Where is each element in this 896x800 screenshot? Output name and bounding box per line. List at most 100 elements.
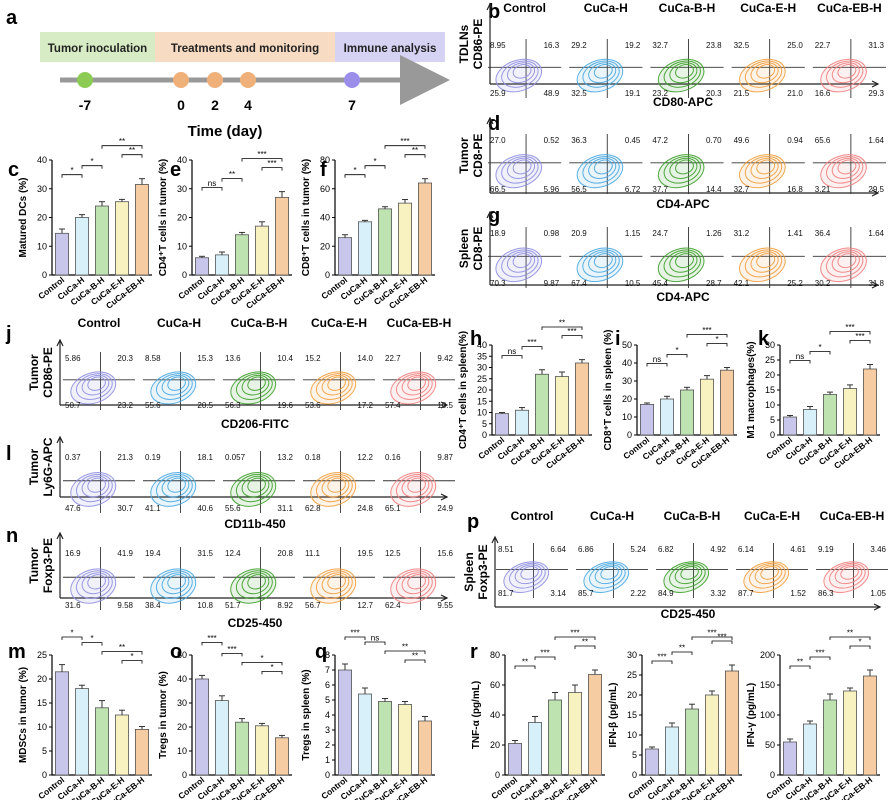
significance-label: ** (797, 658, 803, 667)
quadrant-value-lower-right: 29.3 (868, 89, 884, 98)
quadrant-value-lower-right: 1.05 (870, 589, 886, 598)
y-tick-label: 40 (477, 340, 487, 350)
y-tick-label: 5 (42, 746, 47, 756)
flow-row-label: Tumor (27, 448, 41, 485)
contour-level (235, 473, 273, 503)
quadrant-value-upper-right: 19.5 (357, 549, 373, 558)
bar (660, 398, 675, 436)
y-tick-label: 25 (477, 374, 487, 384)
significance-label: ** (412, 146, 418, 155)
quadrant-value-upper-left: 11.1 (305, 549, 321, 558)
quadrant-value-lower-right: 23.2 (117, 401, 133, 410)
contour-level (81, 374, 110, 396)
timepoint-label: 2 (211, 97, 219, 113)
y-tick-label: 20 (320, 241, 330, 251)
significance-label: ** (402, 643, 408, 652)
contour-level (756, 253, 776, 269)
flow-group-label: CuCa-B-H (659, 1, 716, 15)
quadrant-value-upper-left: 0.16 (385, 453, 401, 462)
y-tick-label: 20 (37, 674, 47, 684)
contour-level (327, 376, 346, 391)
contour-level (395, 570, 433, 599)
bar (55, 232, 70, 276)
significance-bracket (121, 154, 143, 158)
contour-level (241, 475, 270, 498)
y-tick-label: 40 (37, 155, 47, 165)
bar (568, 692, 583, 776)
y-tick-label: 30 (622, 376, 632, 386)
y-tick-label: 20 (177, 722, 187, 732)
quadrant-value-upper-left: 31.2 (734, 229, 750, 238)
significance-label: * (858, 638, 861, 647)
quadrant-value-upper-right: 14.0 (357, 354, 373, 363)
bar (254, 725, 269, 776)
contour-level (161, 572, 190, 595)
y-tick-label: 10 (177, 241, 187, 251)
significance-bracket (646, 363, 668, 367)
flow-row-label: TDLNs (457, 24, 471, 63)
quadrant-value-upper-right: 10.4 (277, 354, 293, 363)
significance-label: * (130, 652, 133, 661)
quadrant-value-upper-right: 1.64 (868, 229, 884, 238)
significance-bracket (384, 145, 426, 149)
significance-bracket (501, 355, 523, 359)
timepoint-marker (173, 72, 189, 88)
significance-bracket (364, 165, 386, 169)
contour-level (155, 473, 193, 503)
flow-group-label: Control (511, 509, 554, 523)
significance-bracket (651, 660, 673, 664)
contour-level (669, 62, 698, 84)
y-tick-label: 0 (632, 770, 637, 780)
quadrant-value-upper-left: 32.5 (734, 41, 750, 50)
significance-label: *** (527, 338, 536, 347)
significance-label: *** (815, 649, 824, 658)
y-tick-label: 8 (325, 650, 330, 660)
bar (783, 416, 798, 436)
quadrant-value-lower-right: 28.7 (706, 279, 722, 288)
contour-level (593, 253, 613, 269)
timepoint-marker (207, 72, 223, 88)
contour-level (315, 373, 353, 400)
significance-bracket (344, 174, 366, 178)
y-tick-label: 10 (765, 400, 775, 410)
flow-row-label: Spleen (462, 552, 476, 591)
quadrant-value-lower-left: 45.4 (652, 279, 668, 288)
significance-bracket (666, 354, 688, 358)
bar (397, 202, 412, 276)
bar (645, 748, 660, 776)
y-tick-label: 20 (627, 690, 637, 700)
y-tick-label: 35 (477, 351, 487, 361)
flow-x-axis-label: CD25-450 (228, 616, 283, 630)
timepoint-label: -7 (79, 97, 92, 113)
quadrant-value-upper-left: 47.2 (652, 136, 668, 145)
bar (575, 362, 590, 436)
significance-bracket (789, 665, 811, 669)
quadrant-value-upper-left: 6.14 (738, 545, 754, 554)
quadrant-value-lower-left: 65.1 (385, 504, 401, 513)
contour-level (501, 249, 539, 278)
quadrant-value-upper-left: 5.86 (65, 354, 81, 363)
contour-level (506, 157, 536, 179)
quadrant-value-upper-right: 1.41 (787, 229, 803, 238)
quadrant-value-lower-right: 48.9 (544, 89, 560, 98)
bar (134, 729, 149, 776)
y-axis-label: TNF-α (pg/mL) (471, 681, 482, 749)
quadrant-value-lower-right: 8.92 (277, 601, 293, 610)
quadrant-value-lower-left: 41.1 (145, 504, 161, 513)
significance-bracket (686, 334, 728, 338)
panel-letter-d: d (488, 113, 500, 135)
quadrant-value-lower-left: 51.7 (225, 601, 241, 610)
quadrant-value-lower-left: 55.6 (145, 401, 161, 410)
significance-bracket (404, 154, 426, 158)
quadrant-value-lower-right: 9.55 (437, 601, 453, 610)
quadrant-value-upper-right: 4.61 (790, 545, 806, 554)
bar (803, 409, 818, 436)
quadrant-value-upper-right: 13.2 (277, 453, 293, 462)
y-tick-label: 20 (177, 213, 187, 223)
contour-level (756, 64, 776, 79)
significance-label: *** (540, 649, 549, 658)
quadrant-value-upper-right: 25.0 (787, 41, 803, 50)
y-tick-label: 30 (477, 363, 487, 373)
